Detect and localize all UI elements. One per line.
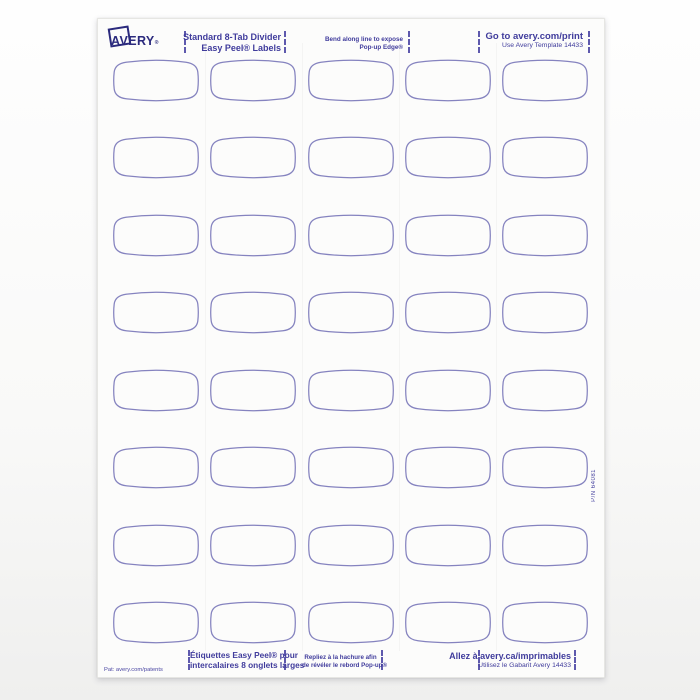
divider-tab-label — [306, 369, 396, 412]
divider-tab-label — [500, 136, 590, 179]
product-title-line2: Easy Peel® Labels — [201, 42, 281, 53]
dashed-separator — [408, 31, 410, 53]
divider-tab-label — [500, 59, 590, 102]
divider-tab-label — [208, 601, 298, 644]
template-info-url: Go to avery.com/print — [485, 31, 583, 42]
dashed-separator — [284, 650, 286, 670]
bend-instruction: Bend along line to expose Pop-up Edge® — [325, 36, 403, 52]
divider-tab-label — [403, 136, 493, 179]
divider-tab-label — [208, 524, 298, 567]
divider-tab-label — [306, 214, 396, 257]
french-bend-instruction-line2: de révéler le rebord Pop-up® — [302, 661, 388, 669]
divider-tab-label — [306, 446, 396, 489]
divider-tab-label — [403, 601, 493, 644]
divider-tab-label — [403, 59, 493, 102]
divider-tab-label — [306, 524, 396, 567]
divider-tab-label — [111, 601, 201, 644]
divider-tab-label — [208, 291, 298, 334]
french-product-title-line1: Étiquettes Easy Peel® pour — [190, 650, 299, 660]
die-cut-line — [496, 43, 498, 651]
bend-instruction-line2: Pop-up Edge® — [359, 43, 403, 51]
dashed-separator — [188, 650, 190, 670]
die-cut-line — [204, 43, 206, 651]
die-cut-line — [301, 43, 303, 651]
avery-logo: AVERY® — [107, 25, 173, 58]
dashed-separator — [478, 650, 480, 670]
divider-tab-label — [111, 136, 201, 179]
divider-tab-label — [403, 291, 493, 334]
divider-tab-label — [403, 369, 493, 412]
divider-tab-label — [111, 369, 201, 412]
bend-instruction-line1: Bend along line to expose — [324, 36, 403, 43]
divider-tab-label — [403, 524, 493, 567]
divider-tab-label — [500, 601, 590, 644]
french-product-title: Étiquettes Easy Peel® pour intercalaires… — [190, 650, 305, 670]
divider-tab-label — [403, 214, 493, 257]
french-bend-instruction-line1: Repliez à la hachure afin — [304, 654, 377, 661]
die-cut-line — [399, 43, 401, 651]
divider-tab-label — [111, 524, 201, 567]
divider-tab-label — [306, 136, 396, 179]
french-bend-instruction: Repliez à la hachure afin de révéler le … — [302, 654, 388, 669]
divider-tab-label — [111, 291, 201, 334]
registered-mark: ® — [154, 40, 159, 46]
divider-tab-label — [208, 369, 298, 412]
french-product-title-line2: intercalaires 8 onglets larges — [190, 659, 305, 670]
divider-tab-label — [500, 524, 590, 567]
label-sheet: AVERY® Standard 8-Tab Divider Easy Peel®… — [97, 18, 605, 678]
divider-tab-label — [403, 446, 493, 489]
french-template-info: Allez à avery.ca/imprimables Utilisez le… — [449, 651, 571, 670]
dashed-separator — [574, 650, 576, 670]
template-info-number: Use Avery Template 14433 — [502, 42, 583, 49]
labels-grid — [98, 19, 604, 677]
dashed-separator — [284, 31, 286, 53]
divider-tab-label — [500, 291, 590, 334]
dashed-separator — [381, 650, 383, 670]
divider-tab-label — [111, 446, 201, 489]
dashed-separator — [588, 31, 590, 53]
divider-tab-label — [111, 214, 201, 257]
divider-tab-label — [111, 59, 201, 102]
part-number: P/N 64081 — [591, 469, 597, 502]
divider-tab-label — [208, 446, 298, 489]
french-template-info-url: Allez à avery.ca/imprimables — [449, 651, 571, 661]
divider-tab-label — [306, 59, 396, 102]
product-title: Standard 8-Tab Divider Easy Peel® Labels — [183, 32, 281, 53]
patent-note: Pat: avery.com/patents — [104, 667, 163, 673]
divider-tab-label — [500, 214, 590, 257]
french-template-info-number: Utilisez le Gabarit Avery 14433 — [478, 661, 571, 669]
divider-tab-label — [500, 446, 590, 489]
divider-tab-label — [500, 369, 590, 412]
dashed-separator — [184, 31, 186, 53]
divider-tab-label — [208, 214, 298, 257]
divider-tab-label — [306, 291, 396, 334]
divider-tab-label — [306, 601, 396, 644]
template-info: Go to avery.com/print Use Avery Template… — [486, 31, 583, 50]
divider-tab-label — [208, 59, 298, 102]
dashed-separator — [478, 31, 480, 53]
product-title-line1: Standard 8-Tab Divider — [183, 32, 281, 42]
divider-tab-label — [208, 136, 298, 179]
avery-logo-text: AVERY® — [111, 34, 159, 48]
